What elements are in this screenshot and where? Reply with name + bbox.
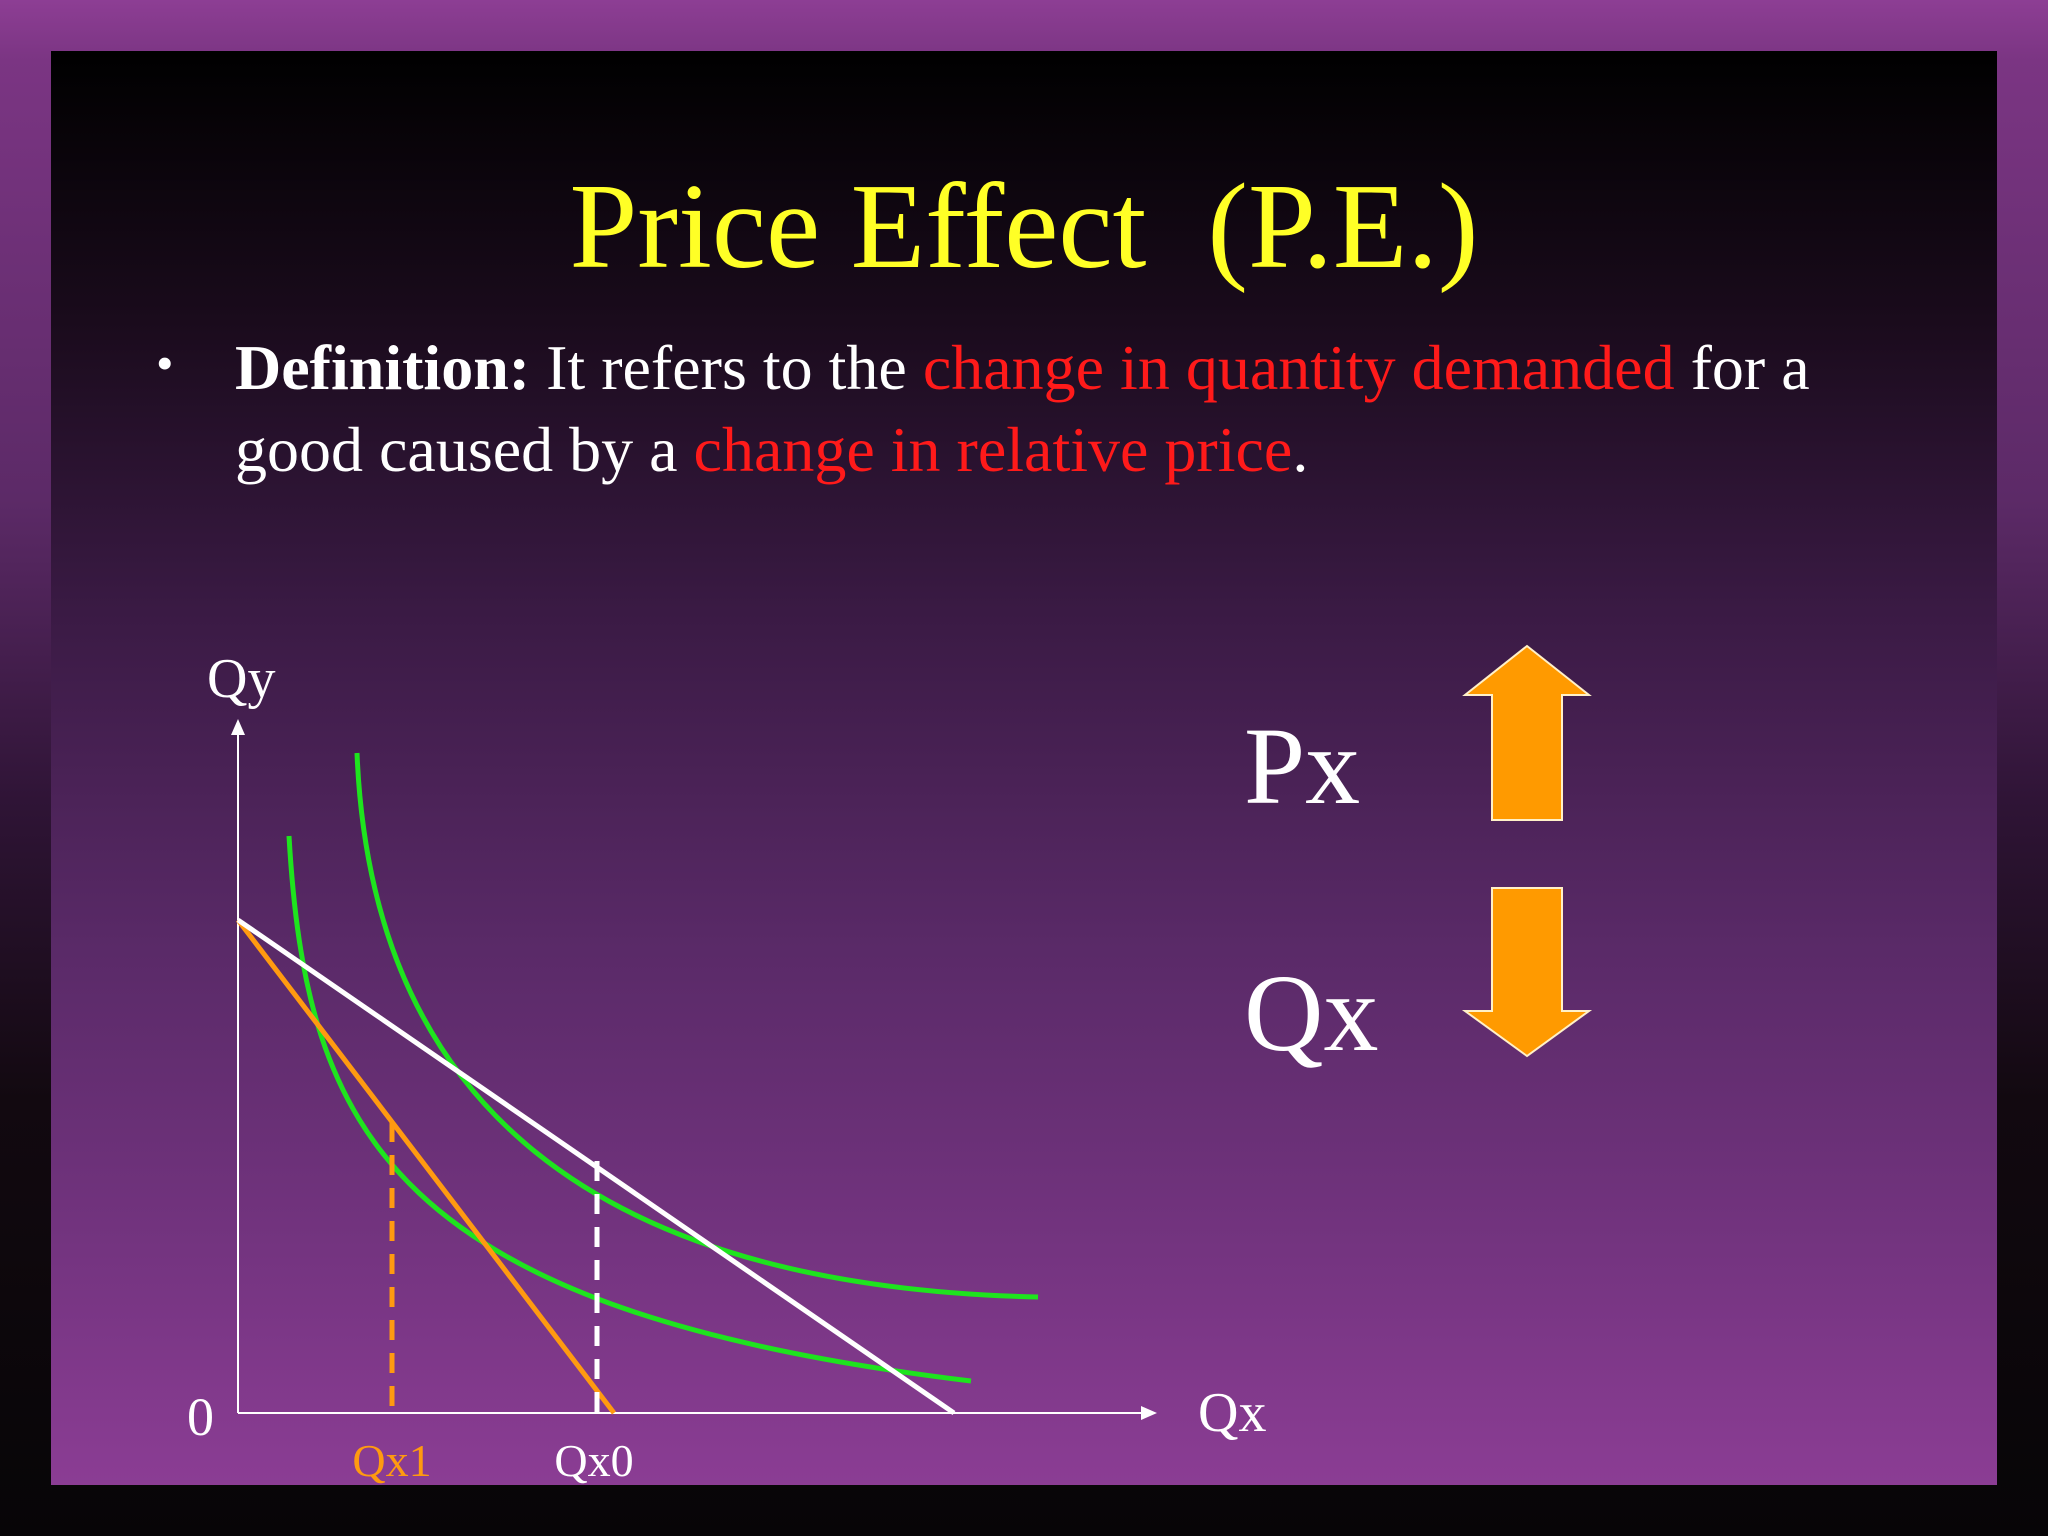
x-axis-label: Qx (1198, 1382, 1266, 1444)
qx1-label: Qx1 (352, 1435, 431, 1485)
quantity-label: Qx (1244, 952, 1378, 1074)
arrow-down-icon (1461, 887, 1593, 1058)
indifference-curve-lower (286, 835, 972, 1384)
slide-title: Price Effect (P.E.) (569, 159, 1479, 294)
price-label: Px (1244, 705, 1360, 827)
x-axis-arrowhead (1141, 1406, 1157, 1420)
qx0-label: Qx0 (554, 1435, 633, 1485)
bullet-icon: • (156, 335, 174, 391)
slide: Price Effect (P.E.) • Definition: It ref… (51, 51, 1997, 1485)
definition-text-3: . (1292, 414, 1309, 485)
indifference-curve-higher (354, 752, 1039, 1300)
definition-highlight-1: change in quantity demanded (922, 332, 1675, 403)
new-budget-line (236, 918, 616, 1415)
definition-text-1: It refers to the (530, 332, 923, 403)
definition-text: Definition: It refers to the change in q… (235, 327, 1875, 491)
y-axis-label: Qy (207, 648, 275, 710)
origin-label: 0 (187, 1387, 214, 1447)
definition-text-2: for a good caused by a (235, 332, 1810, 485)
price-effect-diagram: Qy Qx 0 Qx1 Qx0 Px Qx (187, 644, 1593, 1485)
definition-highlight-2: change in relative price (693, 414, 1293, 485)
arrow-up-icon (1462, 644, 1592, 821)
definition-label: Definition: (235, 332, 531, 403)
y-axis-arrowhead (231, 719, 245, 735)
